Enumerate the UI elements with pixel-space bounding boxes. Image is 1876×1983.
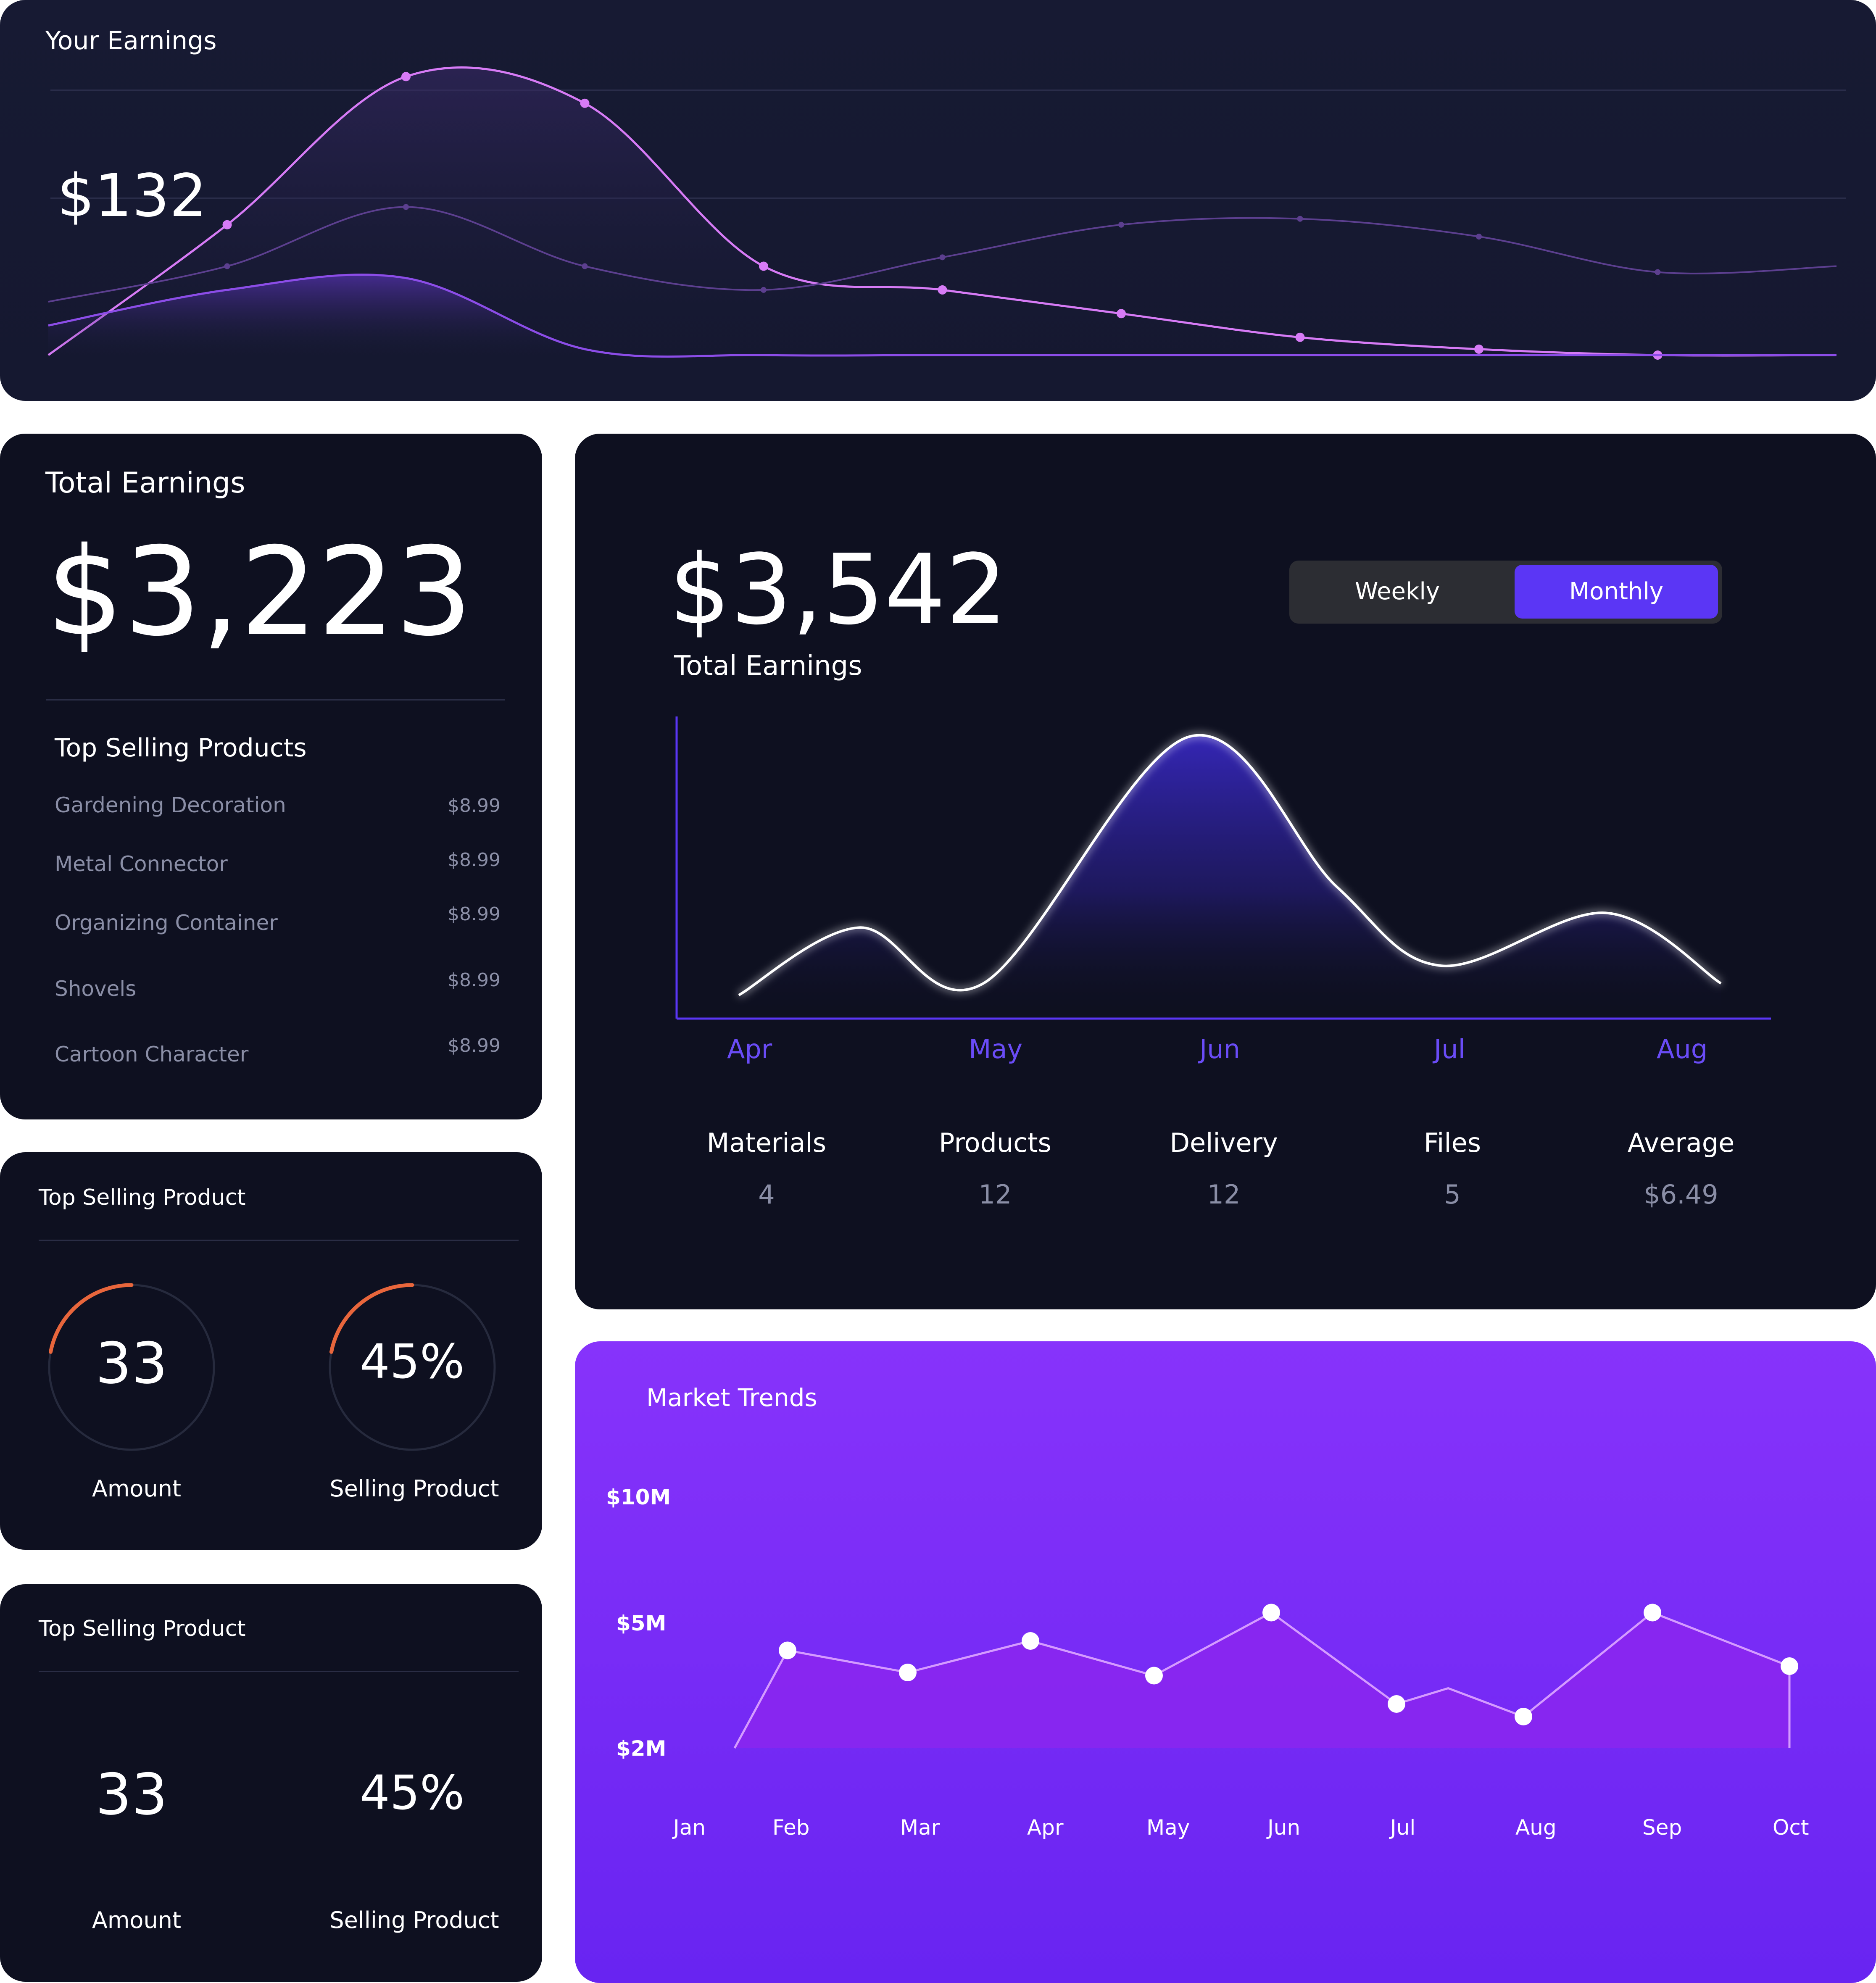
data-point <box>403 204 409 210</box>
amount-label: Amount <box>92 1907 182 1933</box>
card-title: Your Earnings <box>45 26 217 55</box>
data-point <box>1297 216 1303 222</box>
your-earnings-chart <box>47 66 1846 360</box>
stat-value: $6.49 <box>1644 1179 1718 1210</box>
amount-value: 33 <box>95 1762 168 1828</box>
card-title: Top Selling Product <box>39 1185 246 1210</box>
top-selling-product-card <box>0 1584 542 1982</box>
data-point <box>1655 269 1661 275</box>
x-tick-label: Sep <box>1642 1815 1682 1840</box>
stat-value: 12 <box>1207 1179 1241 1210</box>
series-line-primary <box>47 66 1837 357</box>
product-price: $8.99 <box>448 969 501 991</box>
x-tick-label: Apr <box>1027 1815 1064 1840</box>
y-tick-label: $2M <box>616 1736 667 1761</box>
x-tick-label: Feb <box>772 1815 810 1840</box>
main-earnings-amount: $3,542 <box>669 534 1007 646</box>
stat-value: 5 <box>1444 1179 1461 1210</box>
stat-value: 12 <box>978 1179 1012 1210</box>
data-point <box>939 254 946 261</box>
x-tick-label: Aug <box>1657 1034 1708 1064</box>
data-point <box>1118 221 1124 228</box>
divider <box>39 1671 519 1672</box>
selling-product-value: 45% <box>360 1335 465 1389</box>
stat-label: Delivery <box>1170 1127 1278 1158</box>
top-selling-products-title: Top Selling Products <box>55 733 307 763</box>
data-point <box>222 220 232 229</box>
data-point <box>580 98 590 108</box>
data-point <box>1474 344 1483 354</box>
x-tick-label: Jul <box>1390 1815 1416 1840</box>
x-tick-label: Jun <box>1267 1815 1301 1840</box>
series-area <box>48 67 1836 356</box>
selling-product-value: 45% <box>360 1766 465 1820</box>
x-tick-label: Oct <box>1773 1815 1809 1840</box>
data-point <box>1476 234 1482 240</box>
stat-value: 4 <box>758 1179 775 1210</box>
x-tick-label: Jul <box>1434 1034 1465 1064</box>
selling-product-label: Selling Product <box>329 1907 499 1933</box>
card-title: Market Trends <box>646 1383 817 1412</box>
product-price: $8.99 <box>448 903 501 925</box>
stat-label: Products <box>939 1127 1051 1158</box>
data-point <box>401 72 411 82</box>
product-name: Gardening Decoration <box>55 793 286 817</box>
product-price: $8.99 <box>448 849 501 871</box>
series-line-tertiary <box>48 274 1836 358</box>
x-tick-label: Jun <box>1199 1034 1240 1064</box>
card-title: Top Selling Product <box>39 1616 246 1641</box>
divider <box>46 699 505 701</box>
amount-value: 33 <box>95 1330 168 1396</box>
product-name: Shovels <box>55 977 137 1001</box>
stat-label: Materials <box>706 1127 827 1158</box>
x-tick-label: Jan <box>673 1815 706 1840</box>
amount-label: Amount <box>92 1475 182 1502</box>
data-point <box>582 263 588 269</box>
divider <box>39 1240 519 1241</box>
selling-product-label: Selling Product <box>329 1475 499 1502</box>
product-price: $8.99 <box>448 795 501 816</box>
product-name: Organizing Container <box>55 911 278 935</box>
x-tick-label: May <box>1146 1815 1190 1840</box>
your-earnings-card: Your Earnings $132 <box>0 0 1876 401</box>
total-earnings-amount: $3,223 <box>46 521 473 663</box>
weekly-toggle-button[interactable]: Weekly <box>1354 578 1440 605</box>
x-tick-label: Apr <box>727 1034 772 1064</box>
earnings-amount: $132 <box>57 162 207 230</box>
total-earnings-card <box>0 434 542 1119</box>
x-tick-label: Aug <box>1515 1815 1557 1840</box>
data-point <box>1117 309 1126 319</box>
data-point <box>938 285 947 295</box>
data-point <box>761 287 767 293</box>
product-name: Metal Connector <box>55 852 228 876</box>
y-tick-label: $10M <box>606 1485 671 1509</box>
stat-label: Average <box>1627 1127 1735 1158</box>
data-point <box>759 261 768 271</box>
market-trends-card <box>575 1341 1876 1983</box>
y-tick-label: $5M <box>616 1611 667 1635</box>
product-name: Cartoon Character <box>55 1042 249 1067</box>
data-point <box>1295 332 1305 342</box>
monthly-toggle-button[interactable]: Monthly <box>1515 565 1718 619</box>
card-title: Total Earnings <box>45 466 245 500</box>
x-tick-label: May <box>969 1034 1023 1064</box>
stat-label: Files <box>1423 1127 1481 1158</box>
series-area <box>48 274 1836 357</box>
product-price: $8.99 <box>448 1035 501 1056</box>
x-tick-label: Mar <box>900 1815 940 1840</box>
main-earnings-subtitle: Total Earnings <box>674 650 862 682</box>
data-point <box>224 263 230 269</box>
